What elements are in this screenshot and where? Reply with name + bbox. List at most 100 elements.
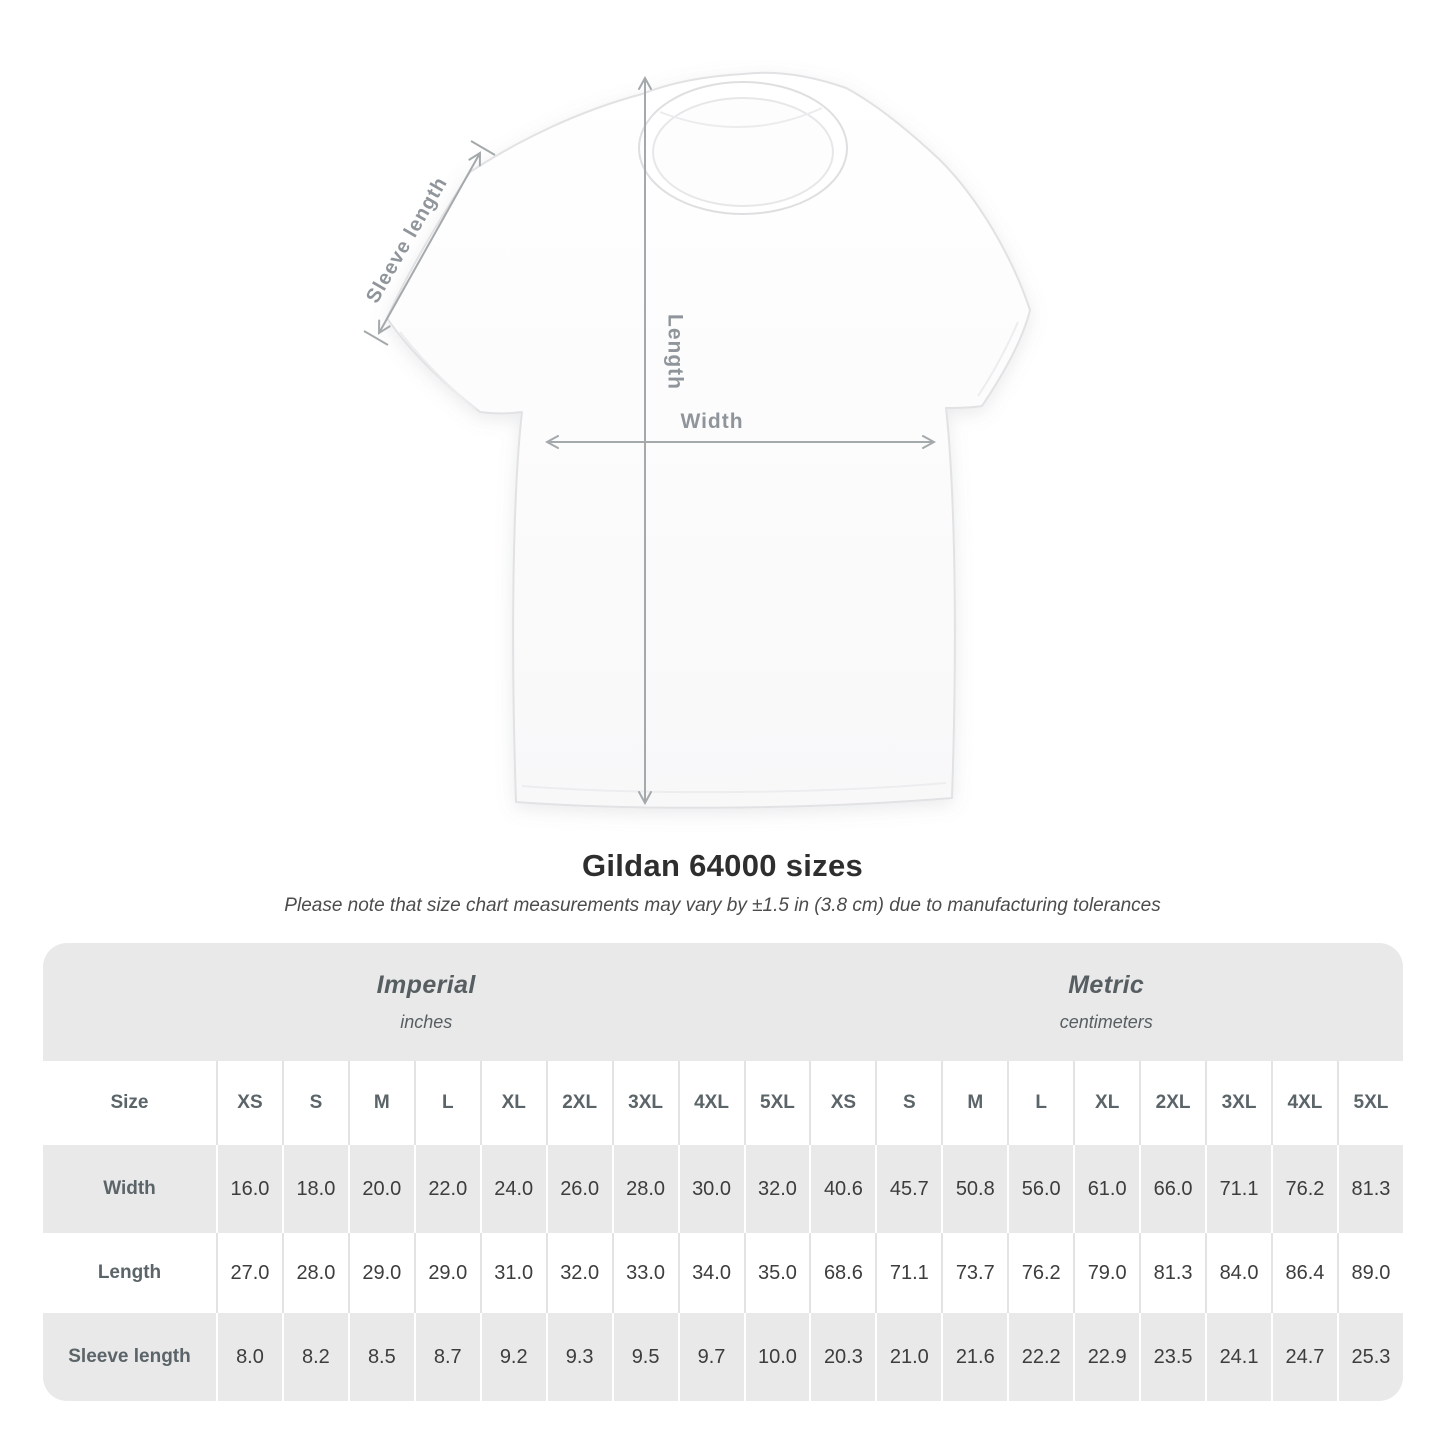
measurement-cell: 20.0 (347, 1145, 414, 1233)
measurement-cell: 8.2 (281, 1313, 348, 1401)
size-col-header: M (941, 1061, 1008, 1145)
width-row: Width 16.0 18.0 20.0 22.0 24.0 26.0 28.0… (43, 1145, 1403, 1233)
measurement-cell: 8.5 (347, 1313, 414, 1401)
imperial-unit: inches (400, 1012, 453, 1032)
left-sleeve-seam (399, 331, 477, 411)
length-row: Length 27.0 28.0 29.0 29.0 31.0 32.0 33.… (43, 1233, 1403, 1313)
metric-title: Metric (1068, 971, 1145, 999)
imperial-title: Imperial (376, 971, 476, 999)
measurement-cell: 79.0 (1073, 1233, 1140, 1313)
size-col-header: 4XL (1271, 1061, 1337, 1145)
right-sleeve-seam (977, 321, 1019, 397)
measurement-cell: 29.0 (347, 1233, 414, 1313)
metric-unit: centimeters (1059, 1012, 1153, 1032)
measurement-cell: 9.3 (545, 1313, 612, 1401)
size-col-header: 3XL (611, 1061, 678, 1145)
measurement-cell: 10.0 (743, 1313, 810, 1401)
row-label: Length (43, 1233, 216, 1313)
tshirt-diagram-svg: Sleeve length Length Width (362, 71, 1031, 809)
measurement-cell: 45.7 (875, 1145, 942, 1233)
size-col-header: L (413, 1061, 480, 1145)
measurement-cell: 73.7 (941, 1233, 1008, 1313)
size-col-header: M (347, 1061, 414, 1145)
size-col-header: XL (1073, 1061, 1140, 1145)
measurement-cell: 33.0 (611, 1233, 678, 1313)
imperial-header: Imperial inches (43, 943, 810, 1061)
measurement-cell: 21.6 (941, 1313, 1008, 1401)
measurement-cell: 76.2 (1271, 1145, 1337, 1233)
measurement-cell: 56.0 (1007, 1145, 1074, 1233)
measurement-cell: 35.0 (743, 1233, 810, 1313)
measurement-cell: 9.2 (479, 1313, 546, 1401)
size-col-header: S (875, 1061, 942, 1145)
measurement-cell: 24.0 (479, 1145, 546, 1233)
measurement-cell: 9.7 (677, 1313, 744, 1401)
sleeve-arrow-top-tick (470, 140, 496, 156)
measurement-cell: 29.0 (413, 1233, 480, 1313)
measurement-cell: 81.3 (1139, 1233, 1206, 1313)
measurement-cell: 20.3 (809, 1313, 876, 1401)
measurement-cell: 28.0 (611, 1145, 678, 1233)
measurement-cell: 86.4 (1271, 1233, 1337, 1313)
measurement-cell: 9.5 (611, 1313, 678, 1401)
page-title: Gildan 64000 sizes (581, 848, 864, 883)
measurement-cell: 34.0 (677, 1233, 744, 1313)
measurement-cell: 27.0 (216, 1233, 282, 1313)
measurement-cell: 71.1 (875, 1233, 942, 1313)
measurement-cell: 66.0 (1139, 1145, 1206, 1233)
measurement-cell: 84.0 (1205, 1233, 1271, 1313)
measurement-cell: 28.0 (281, 1233, 348, 1313)
size-col-header: XL (479, 1061, 546, 1145)
size-col-header: 2XL (545, 1061, 612, 1145)
size-header-row: Size XS S M L XL 2XL 3XL 4XL 5XL XS S M … (43, 1061, 1403, 1145)
measurement-cell: 32.0 (743, 1145, 810, 1233)
measurement-cell: 18.0 (281, 1145, 348, 1233)
size-col-header: 2XL (1139, 1061, 1206, 1145)
measurement-cell: 22.9 (1073, 1313, 1140, 1401)
measurement-cell: 26.0 (545, 1145, 612, 1233)
measurement-cell: 25.3 (1336, 1313, 1403, 1401)
sleeve-length-arrow (363, 140, 496, 346)
size-col-header: 4XL (677, 1061, 744, 1145)
row-label: Width (43, 1145, 216, 1233)
size-col-header: 5XL (743, 1061, 810, 1145)
measurement-cell: 22.0 (413, 1145, 480, 1233)
measurement-cell: 21.0 (875, 1313, 942, 1401)
size-row-label: Size (43, 1061, 216, 1145)
measurement-cell: 89.0 (1336, 1233, 1403, 1313)
measurement-cell: 8.7 (413, 1313, 480, 1401)
length-label: Length (664, 314, 687, 390)
sleeve-arrow-bottom-tick (363, 330, 389, 346)
size-col-header: XS (216, 1061, 282, 1145)
measurement-cell: 81.3 (1336, 1145, 1403, 1233)
tolerance-note: Please note that size chart measurements… (284, 895, 1161, 916)
bottom-hem-seam (521, 782, 947, 794)
size-col-header: 5XL (1336, 1061, 1403, 1145)
measurement-cell: 23.5 (1139, 1313, 1206, 1401)
measurement-cell: 76.2 (1007, 1233, 1074, 1313)
measurement-cell: 50.8 (941, 1145, 1008, 1233)
size-col-header: S (281, 1061, 348, 1145)
measurement-cell: 24.1 (1205, 1313, 1271, 1401)
size-table: Imperial inches Metric centimeters Size … (43, 943, 1403, 1401)
collar-back-seam (659, 107, 823, 128)
sleeve-length-row: Sleeve length 8.0 8.2 8.5 8.7 9.2 9.3 9.… (43, 1313, 1403, 1401)
tshirt-outline (386, 71, 1031, 809)
tshirt-measurement-diagram: Sleeve length Length Width (330, 60, 1090, 840)
size-col-header: XS (809, 1061, 876, 1145)
measurement-cell: 32.0 (545, 1233, 612, 1313)
unit-system-header-row: Imperial inches Metric centimeters (43, 943, 1403, 1061)
measurement-cell: 24.7 (1271, 1313, 1337, 1401)
collar-ribbing (652, 97, 834, 207)
measurement-cell: 40.6 (809, 1145, 876, 1233)
row-label: Sleeve length (43, 1313, 216, 1401)
measurement-cell: 68.6 (809, 1233, 876, 1313)
size-col-header: 3XL (1205, 1061, 1271, 1145)
width-label: Width (680, 410, 743, 433)
measurement-cell: 61.0 (1073, 1145, 1140, 1233)
measurement-cell: 30.0 (677, 1145, 744, 1233)
measurement-cell: 8.0 (216, 1313, 282, 1401)
measurement-cell: 22.2 (1007, 1313, 1074, 1401)
measurement-cell: 16.0 (216, 1145, 282, 1233)
